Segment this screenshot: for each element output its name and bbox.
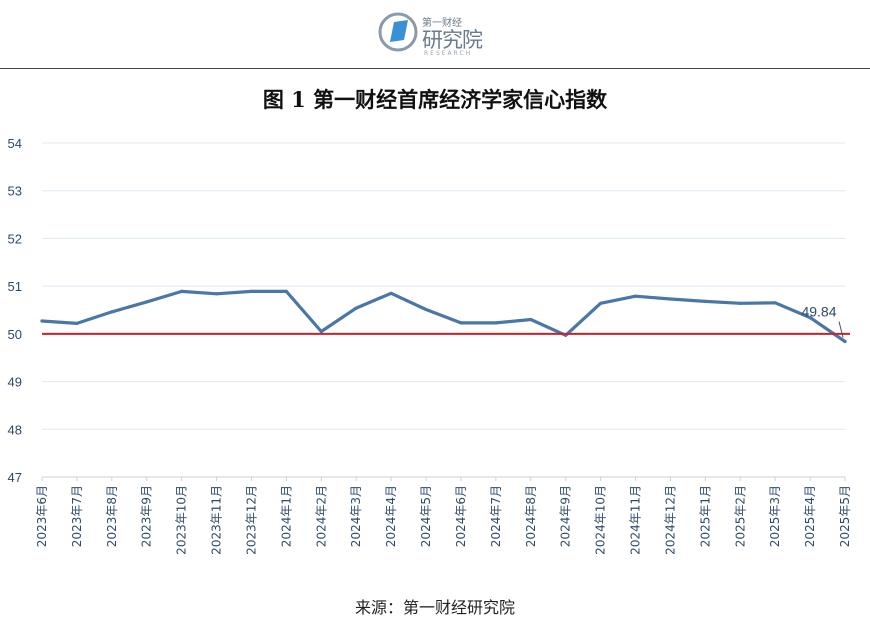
data-point	[459, 321, 463, 325]
x-tick-label: 2024年1月	[279, 485, 293, 547]
logo-emblem-icon	[378, 12, 418, 52]
y-tick-label: 47	[8, 470, 22, 485]
x-tick-label: 2024年10月	[594, 485, 608, 555]
data-point	[529, 317, 533, 322]
x-tick-label: 2024年12月	[663, 485, 677, 555]
x-tick-label: 2024年9月	[559, 485, 573, 547]
x-tick-label: 2025年5月	[838, 485, 852, 547]
logo-sub-text: RESEARCH	[424, 50, 473, 57]
logo-top-text: 第一财经	[422, 18, 462, 29]
x-tick-label: 2024年5月	[419, 485, 433, 547]
x-tick-label: 2024年2月	[314, 485, 328, 547]
data-point	[773, 301, 777, 305]
data-point	[738, 301, 742, 305]
logo-main-text: 研究院	[422, 28, 483, 52]
x-tick-label: 2025年4月	[803, 485, 817, 547]
data-point	[249, 289, 254, 293]
y-tick-label: 49	[8, 375, 22, 390]
data-point	[843, 339, 847, 344]
data-point	[668, 297, 673, 301]
data-point	[633, 294, 638, 298]
x-tick-label: 2023年10月	[175, 485, 189, 555]
data-point	[494, 321, 498, 325]
data-point	[214, 292, 219, 296]
y-tick-label: 54	[8, 136, 22, 151]
x-tick-label: 2023年9月	[140, 485, 154, 547]
y-tick-label: 50	[8, 327, 22, 342]
x-tick-label: 2023年12月	[244, 485, 258, 555]
data-point	[180, 289, 184, 293]
data-point	[284, 289, 288, 293]
y-tick-label: 51	[8, 279, 22, 294]
data-point	[40, 319, 44, 323]
header-logo: 第一财经 研究院 RESEARCH	[0, 0, 870, 66]
data-point	[145, 300, 149, 304]
x-tick-label: 2025年2月	[733, 485, 747, 547]
data-point	[599, 301, 603, 305]
y-tick-label: 52	[8, 231, 22, 246]
x-tick-label: 2024年3月	[349, 485, 363, 547]
annotation-leader	[838, 321, 844, 338]
source-note: 来源：第一财经研究院	[354, 598, 515, 617]
series-line	[40, 289, 847, 344]
x-tick-label: 2025年3月	[768, 485, 782, 547]
x-tick-label: 2024年7月	[489, 485, 503, 547]
x-tick-label: 2025年1月	[698, 485, 712, 547]
data-point	[703, 299, 707, 304]
x-tick-label: 2023年11月	[210, 485, 224, 555]
x-tick-label: 2023年6月	[35, 485, 49, 547]
data-point	[389, 291, 393, 295]
x-tick-label: 2023年8月	[105, 485, 119, 547]
data-point	[808, 316, 812, 320]
annotation-label: 49.84	[801, 303, 836, 319]
x-tick-label: 2024年6月	[454, 485, 468, 547]
x-tick-label: 2024年4月	[384, 485, 398, 547]
data-point	[319, 329, 323, 334]
data-point	[424, 307, 428, 312]
data-point	[354, 306, 358, 310]
chart-title: 图 1 第一财经首席经济学家信心指数	[262, 87, 608, 112]
x-tick-label: 2023年7月	[70, 485, 84, 547]
data-point	[110, 310, 114, 314]
y-tick-label: 48	[8, 422, 22, 437]
x-tick-label: 2024年11月	[629, 485, 643, 555]
data-point	[75, 321, 79, 325]
header-divider	[0, 68, 870, 69]
x-tick-label: 2024年8月	[524, 485, 538, 547]
y-tick-label: 53	[8, 184, 22, 199]
line-chart: 47 48 49 50 51 52 53 54 2023年6月 2023年7月 2023年8月 202…	[8, 136, 852, 555]
